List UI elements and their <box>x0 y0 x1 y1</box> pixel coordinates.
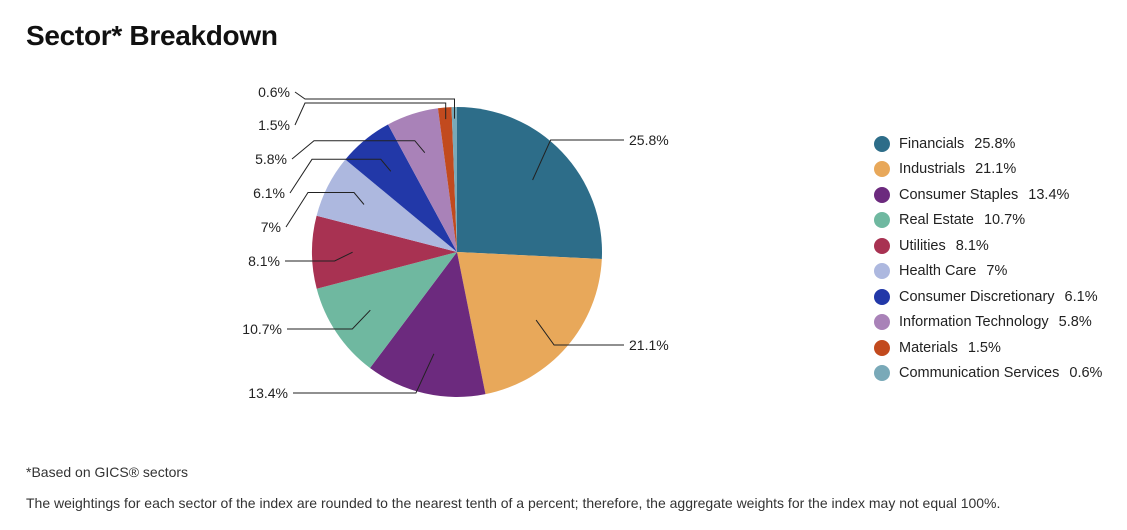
legend-value: 21.1% <box>975 161 1017 178</box>
leader-line-utilities <box>285 251 353 262</box>
legend-swatch <box>874 339 890 356</box>
chart-legend: Financials 25.8% Industrials 21.1% Consumer … <box>874 131 1102 386</box>
legend-label: Utilities <box>899 237 946 254</box>
legend-item-consumer-staples: Consumer Staples 13.4% <box>874 182 1102 208</box>
legend-swatch <box>874 314 890 331</box>
page-title: Sector* Breakdown <box>26 20 278 51</box>
legend-label: Information Technology <box>899 314 1049 331</box>
legend-swatch <box>874 212 890 229</box>
pie-slice-communication-services <box>451 106 457 252</box>
leader-line-consumer-discretionary <box>289 158 392 194</box>
pie-slice-financials <box>457 107 603 260</box>
legend-item-utilities: Utilities 8.1% <box>874 233 1102 259</box>
leader-line-industrials <box>535 319 624 346</box>
legend-value: 6.1% <box>1064 288 1098 305</box>
pie-slice-consumer-discretionary <box>345 124 457 252</box>
legend-swatch <box>874 161 890 178</box>
legend-value: 7% <box>986 263 1008 280</box>
legend-label: Communication Services <box>899 365 1060 382</box>
legend-value: 25.8% <box>974 135 1016 152</box>
data-label-materials: 1.5% <box>258 117 290 133</box>
pie-slice-materials <box>437 107 457 252</box>
legend-swatch <box>874 135 890 152</box>
legend-swatch <box>874 186 890 203</box>
data-label-health-care: 7% <box>261 219 281 235</box>
legend-value: 10.7% <box>983 212 1026 229</box>
leader-line-health-care <box>285 192 365 228</box>
legend-label: Consumer Discretionary <box>899 288 1055 305</box>
legend-item-health-care: Health Care 7% <box>874 259 1102 285</box>
legend-label: Industrials <box>899 161 966 178</box>
data-label-real-estate: 10.7% <box>242 321 282 337</box>
leader-line-real-estate <box>287 309 371 330</box>
legend-label: Materials <box>899 339 958 356</box>
leader-line-materials <box>294 102 447 126</box>
pie-slice-information-technology <box>388 108 457 252</box>
legend-value: 1.5% <box>967 339 1001 356</box>
data-label-consumer-staples: 13.4% <box>248 385 288 401</box>
legend-swatch <box>874 237 890 254</box>
legend-value: 0.6% <box>1069 365 1103 382</box>
data-label-utilities: 8.1% <box>248 253 280 269</box>
legend-item-industrials: Industrials 21.1% <box>874 157 1102 183</box>
data-label-financials: 25.8% <box>629 132 669 148</box>
legend-item-communication-services: Communication Services 0.6% <box>874 361 1102 387</box>
legend-item-information-technology: Information Technology 5.8% <box>874 310 1102 336</box>
footnote-rounding: The weightings for each sector of the in… <box>26 495 1001 511</box>
legend-swatch <box>874 288 890 305</box>
leader-line-communication-services <box>294 91 455 119</box>
footnote-gics: *Based on GICS® sectors <box>26 464 189 480</box>
legend-label: Consumer Staples <box>899 186 1019 203</box>
leader-line-financials <box>532 139 624 181</box>
legend-item-materials: Materials 1.5% <box>874 335 1102 361</box>
data-label-industrials: 21.1% <box>629 337 669 353</box>
pie-slice-industrials <box>457 252 602 395</box>
pie-slice-real-estate <box>316 252 457 369</box>
legend-label: Real Estate <box>899 212 974 229</box>
pie-slice-health-care <box>316 159 457 252</box>
legend-swatch <box>874 263 890 280</box>
legend-label: Health Care <box>899 263 977 280</box>
legend-item-real-estate: Real Estate 10.7% <box>874 208 1102 234</box>
legend-value: 13.4% <box>1028 186 1070 203</box>
leader-line-information-technology <box>291 140 426 160</box>
pie-slice-utilities <box>311 215 457 289</box>
legend-label: Financials <box>899 135 965 152</box>
legend-item-consumer-discretionary: Consumer Discretionary 6.1% <box>874 284 1102 310</box>
legend-item-financials: Financials 25.8% <box>874 131 1102 157</box>
data-label-information-technology: 5.8% <box>255 151 287 167</box>
legend-value: 5.8% <box>1058 314 1092 331</box>
pie-slice-consumer-staples <box>370 252 486 397</box>
leader-line-consumer-staples <box>293 353 435 394</box>
legend-swatch <box>874 365 890 382</box>
data-label-communication-services: 0.6% <box>258 84 290 100</box>
legend-value: 8.1% <box>955 237 989 254</box>
data-label-consumer-discretionary: 6.1% <box>253 185 285 201</box>
